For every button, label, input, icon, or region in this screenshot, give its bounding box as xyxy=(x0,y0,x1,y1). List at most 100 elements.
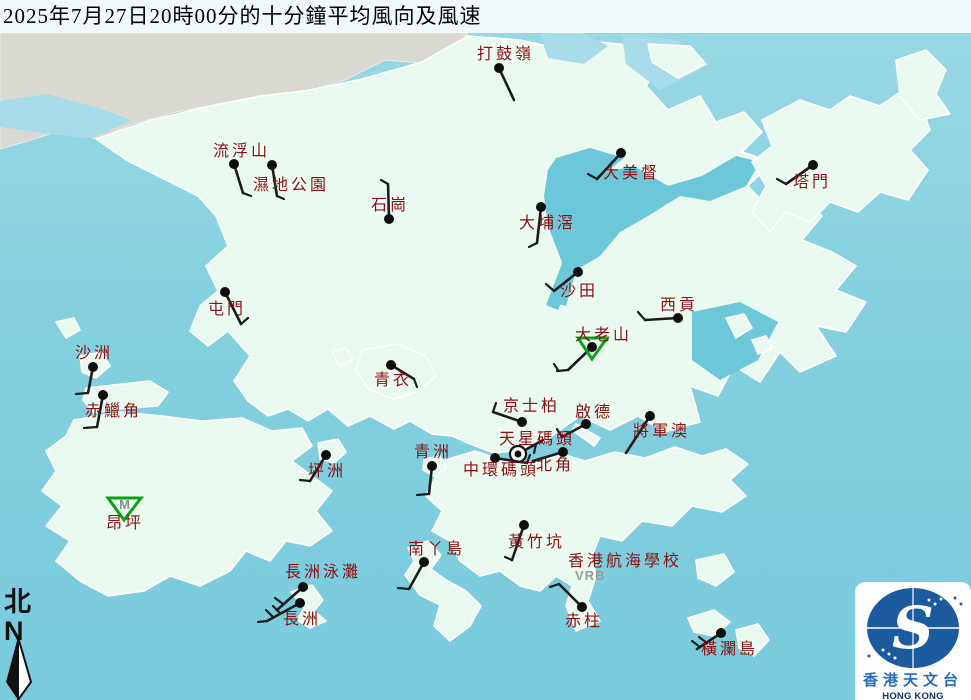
station-label: 大埔滘 xyxy=(519,214,576,232)
wind-barb-feather xyxy=(273,596,285,606)
wind-barb-shaft xyxy=(784,163,815,186)
station-dot xyxy=(220,287,230,297)
station-dot xyxy=(577,602,587,612)
station-waglan-island: 橫瀾島 xyxy=(690,628,755,658)
station-dot xyxy=(581,419,591,429)
station-tseung-kwan-o: 將軍澳 xyxy=(624,411,690,455)
wind-barb-shaft xyxy=(232,162,245,195)
station-cheung-chau-beach: 長洲泳灘 xyxy=(273,563,361,612)
wind-barb-feather xyxy=(82,425,99,430)
wind-barb-shaft xyxy=(270,163,279,198)
wind-barb-shaft xyxy=(510,523,526,562)
wind-barb-shaft xyxy=(595,151,623,181)
wind-barb-shaft xyxy=(624,414,652,455)
wind-barb-feather xyxy=(412,377,419,389)
wind-barb-feather xyxy=(275,194,286,201)
station-stanley: 赤柱 xyxy=(548,582,600,630)
station-label: 啟德 xyxy=(575,403,613,421)
wind-barb-feather xyxy=(415,492,431,497)
wind-barb-feather xyxy=(379,178,390,186)
mountain-station-triangle-icon xyxy=(575,336,610,362)
station-tsing-yi: 青衣 xyxy=(374,360,419,389)
port-shelter-water xyxy=(692,302,778,380)
station-dot xyxy=(267,160,277,170)
kai-tak-runway xyxy=(571,423,601,447)
station-dot xyxy=(616,148,626,158)
station-shek-kong: 石崗 xyxy=(371,178,409,224)
station-dot xyxy=(558,447,568,457)
station-tap-mun: 塔門 xyxy=(775,160,831,191)
wind-barb-feather xyxy=(396,586,411,591)
cheung-chau-island xyxy=(290,584,327,629)
wind-barb-feather xyxy=(264,608,275,619)
station-sai-kung: 西貢 xyxy=(636,297,695,323)
hko-logo-chinese-name: 香港天文台 xyxy=(862,672,963,689)
station-label: 長洲 xyxy=(283,610,321,628)
map-title: 2025年7月27日20時00分的十分鐘平均風向及風速 xyxy=(0,0,971,33)
station-label: 沙田 xyxy=(560,283,598,300)
station-dot xyxy=(298,582,308,592)
lantau-island xyxy=(41,411,333,597)
north-arrow-icon-outline xyxy=(17,636,33,700)
station-dot xyxy=(587,342,597,352)
hko-logo-emblem-icon: S xyxy=(867,588,963,668)
station-north-point: 北角 xyxy=(531,447,571,474)
north-compass: 北 N xyxy=(4,587,33,700)
wind-barb-feather xyxy=(555,427,564,439)
station-kai-tak: 啟德 xyxy=(555,403,613,439)
station-tai-po-kau: 大埔滘 xyxy=(519,202,576,249)
station-dot xyxy=(673,313,683,323)
station-label: 將軍澳 xyxy=(633,422,690,440)
wind-barb-feather xyxy=(491,401,498,414)
shenzhen-bay-water xyxy=(0,94,132,138)
compass-hanzi: 北 xyxy=(4,587,31,617)
station-dot xyxy=(573,267,583,277)
station-wetland-park: 濕地公園 xyxy=(253,160,326,201)
station-tuen-mun: 屯門 xyxy=(208,287,250,326)
station-sha-chau: 沙洲 xyxy=(74,345,110,396)
station-label: 流浮山 xyxy=(213,142,270,160)
wind-barb-feather xyxy=(555,368,570,373)
station-dot xyxy=(98,390,108,400)
station-tai-mei-tuk: 大美督 xyxy=(586,148,657,182)
station-label: 大老山 xyxy=(575,326,632,344)
airport-island xyxy=(82,380,169,414)
hong-kong-island xyxy=(425,446,749,632)
station-label: 打鼓嶺 xyxy=(477,45,534,63)
station-label: 黃竹坑 xyxy=(508,533,565,551)
wind-barb-feather xyxy=(532,442,538,455)
station-dot xyxy=(295,598,305,608)
station-label: 石崗 xyxy=(371,196,409,214)
wind-barb-shaft xyxy=(493,456,529,465)
wind-barb-feather xyxy=(271,604,282,615)
wind-barb-shaft xyxy=(531,450,565,463)
hko-logo: S 香港天文台 HONG KONG OBSERVATORY xyxy=(855,582,971,700)
wind-barb-shaft xyxy=(275,585,305,612)
station-label: 塔門 xyxy=(793,173,831,191)
wind-barb-shaft xyxy=(535,205,543,245)
station-green-island: 青洲 xyxy=(414,443,449,497)
station-label: 屯門 xyxy=(208,300,246,318)
wind-barb-shaft xyxy=(552,270,580,293)
station-dot xyxy=(384,214,394,224)
station-lau-fau-shan: 流浮山 xyxy=(213,142,270,198)
waglan-islet xyxy=(735,623,770,657)
station-dot xyxy=(494,63,504,73)
station-ngong-ping: M 昂坪 xyxy=(105,496,145,532)
wind-barb-feather xyxy=(775,177,788,186)
north-arrow-icon xyxy=(6,637,18,700)
station-kings-park: 京士柏 xyxy=(491,397,557,427)
wind-barb-feather xyxy=(548,582,561,589)
station-dot xyxy=(514,450,522,458)
station-label: 長洲泳灘 xyxy=(285,563,361,581)
station-tates-cairn: 大老山 xyxy=(552,326,632,373)
ma-wan-island xyxy=(331,347,353,367)
station-dot xyxy=(645,411,655,421)
wind-barb-shaft xyxy=(491,410,524,424)
wind-barb-feather xyxy=(586,172,599,181)
station-dot xyxy=(229,159,239,169)
station-ta-kwu-ling: 打鼓嶺 xyxy=(477,45,534,102)
station-sha-tin: 沙田 xyxy=(544,267,598,300)
